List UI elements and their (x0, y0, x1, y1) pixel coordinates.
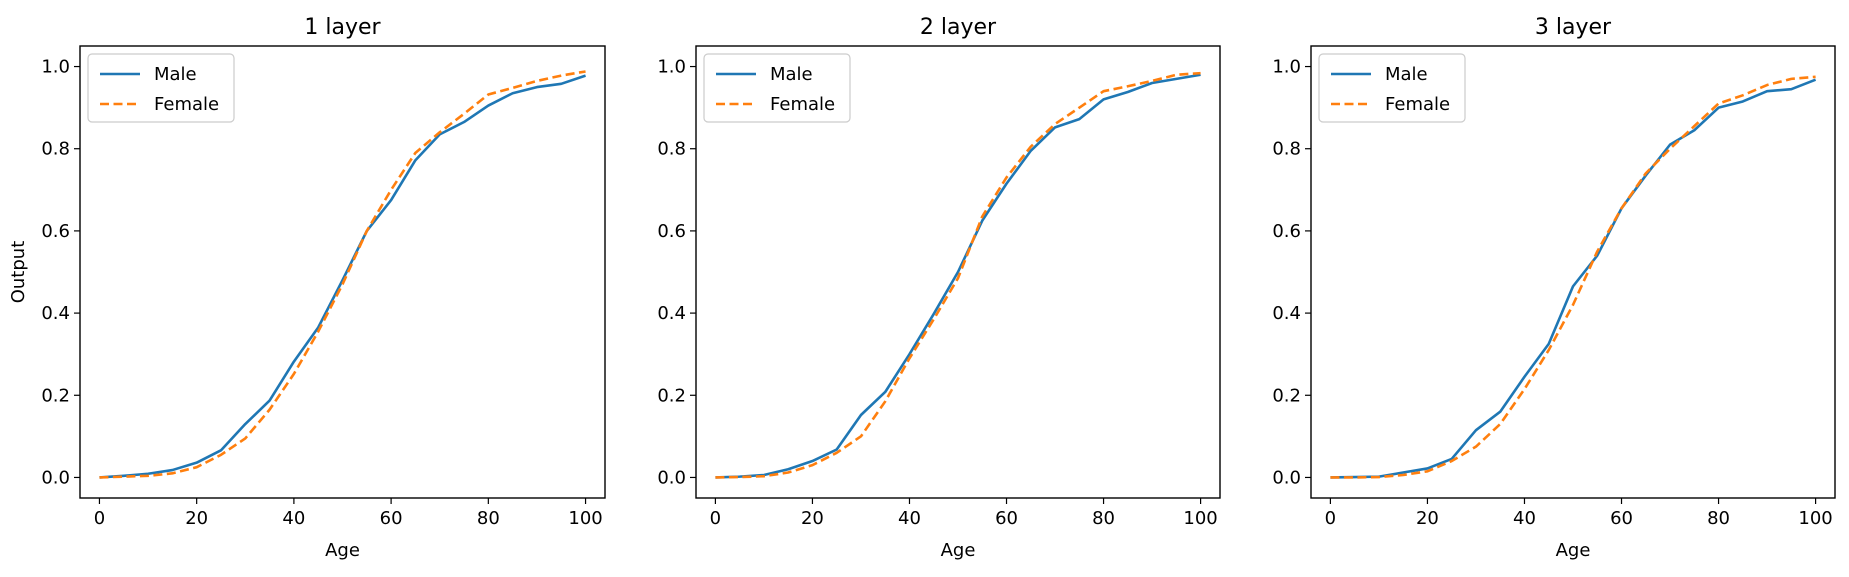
x-tick-label: 80 (1707, 508, 1730, 529)
chart-panel-2: 2 layer 0 20 40 60 80 100 0.0 0.2 0.4 0.6 0.8 1.0 Age… (657, 15, 1221, 561)
y-tick-label: 0.4 (657, 303, 686, 324)
x-tick-label: 100 (568, 508, 602, 529)
y-tick-label: 0.2 (657, 385, 686, 406)
legend-label-male: Male (154, 64, 197, 85)
x-tick-label: 20 (185, 508, 208, 529)
series-line-male (1330, 78, 1817, 479)
y-tick-label: 1.0 (657, 57, 686, 78)
legend-label-female: Female (1385, 94, 1450, 115)
x-tick-label: 40 (282, 508, 305, 529)
chart-panel-1: 1 layer 0 20 40 60 80 100 0.0 0.2 0.4 0.6 0.8 1.0 Age… (8, 15, 606, 561)
legend-box (1318, 53, 1466, 123)
y-tick-label: 0.8 (41, 139, 70, 160)
y-tick-label: 0.6 (41, 221, 70, 242)
x-tick-label: 20 (801, 508, 824, 529)
y-tick-label: 0.8 (1272, 139, 1301, 160)
chart-title: 1 layer (304, 15, 381, 40)
x-tick-label: 0 (1325, 508, 1336, 529)
legend-label-female: Female (770, 94, 835, 115)
y-axis-label: Output (8, 241, 29, 304)
x-tick-label: 80 (1092, 508, 1115, 529)
series-line-male (715, 73, 1201, 479)
x-tick-label: 40 (1513, 508, 1536, 529)
y-tick-label: 1.0 (1272, 57, 1301, 78)
x-axis-label: Age (325, 540, 360, 561)
x-tick-label: 60 (380, 508, 403, 529)
plot-frame (695, 45, 1221, 499)
legend-box (87, 53, 235, 123)
y-tick-label: 0.6 (657, 221, 686, 242)
y-tick-label: 0.4 (41, 303, 70, 324)
y-tick-label: 0.2 (41, 385, 70, 406)
y-tick-label: 1.0 (41, 57, 70, 78)
y-tick-label: 0.0 (41, 467, 70, 488)
x-tick-label: 40 (898, 508, 921, 529)
y-tick-label: 0.0 (1272, 467, 1301, 488)
x-tick-label: 60 (995, 508, 1018, 529)
legend-label-male: Male (1385, 64, 1428, 85)
y-tick-label: 0.4 (1272, 303, 1301, 324)
chart-title: 3 layer (1535, 15, 1612, 40)
x-tick-label: 0 (710, 508, 721, 529)
legend-label-male: Male (770, 64, 813, 85)
y-tick-label: 0.6 (1272, 221, 1301, 242)
y-tick-label: 0.2 (1272, 385, 1301, 406)
series-line-female (715, 71, 1201, 479)
series-line-female (1330, 75, 1816, 479)
x-tick-label: 100 (1798, 508, 1832, 529)
x-tick-label: 80 (477, 508, 500, 529)
plot-frame (1310, 45, 1836, 499)
x-tick-label: 0 (94, 508, 105, 529)
chart-title: 2 layer (920, 15, 997, 40)
x-axis-label: Age (941, 540, 976, 561)
y-tick-label: 0.8 (657, 139, 686, 160)
legend-label-female: Female (154, 94, 219, 115)
chart-panel-3: 3 layer 0 20 40 60 80 100 0.0 0.2 0.4 0.6 0.8 1.0 Age… (1272, 15, 1836, 561)
x-axis-label: Age (1556, 540, 1591, 561)
x-tick-label: 20 (1416, 508, 1439, 529)
plot-frame (79, 45, 606, 499)
y-tick-label: 0.0 (657, 467, 686, 488)
series-line-male (99, 74, 586, 479)
legend-box (703, 53, 851, 123)
x-tick-label: 60 (1610, 508, 1633, 529)
series-line-female (99, 70, 586, 479)
x-tick-label: 100 (1183, 508, 1217, 529)
